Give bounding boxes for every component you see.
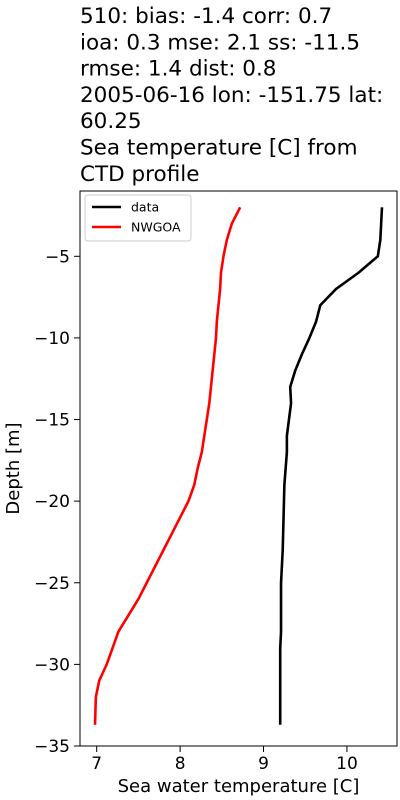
x-tick-label: 10: [336, 754, 358, 774]
y-tick-label: −15: [34, 411, 70, 431]
y-tick-label: −30: [34, 655, 70, 675]
legend: data NWGOA: [84, 194, 192, 242]
title-line: 60.25: [80, 109, 142, 134]
title-line: 510: bias: -1.4 corr: 0.7: [80, 4, 332, 29]
x-tick-label: 9: [258, 754, 269, 774]
x-ticks: 7 8 9 10: [91, 746, 358, 774]
y-axis-label: Depth [m]: [3, 422, 24, 514]
legend-label: data: [131, 200, 159, 215]
title-line: rmse: 1.4 dist: 0.8: [80, 57, 276, 82]
y-tick-label: −25: [34, 574, 70, 594]
title-line: Sea temperature [C] from: [80, 136, 358, 161]
y-tick-label: −5: [45, 247, 70, 267]
title-line: 2005-06-16 lon: -151.75 lat:: [80, 83, 383, 108]
plot-frame: [79, 190, 398, 747]
y-tick-label: −20: [34, 492, 70, 512]
x-axis-label: Sea water temperature [C]: [118, 776, 360, 797]
series-line-data: [278, 207, 384, 725]
series-group: [93, 206, 384, 725]
legend-label: NWGOA: [131, 220, 181, 235]
y-tick-label: −35: [34, 737, 70, 757]
title-line: CTD profile: [80, 162, 199, 187]
x-tick-label: 8: [175, 754, 186, 774]
y-tick-label: −10: [34, 329, 70, 349]
title-line: ioa: 0.3 mse: 2.1 ss: -11.5: [80, 30, 360, 55]
x-tick-label: 7: [91, 754, 102, 774]
y-ticks: −5 −10 −15 −20 −25 −30 −35: [34, 247, 80, 757]
series-line-nwgoa: [93, 206, 242, 725]
